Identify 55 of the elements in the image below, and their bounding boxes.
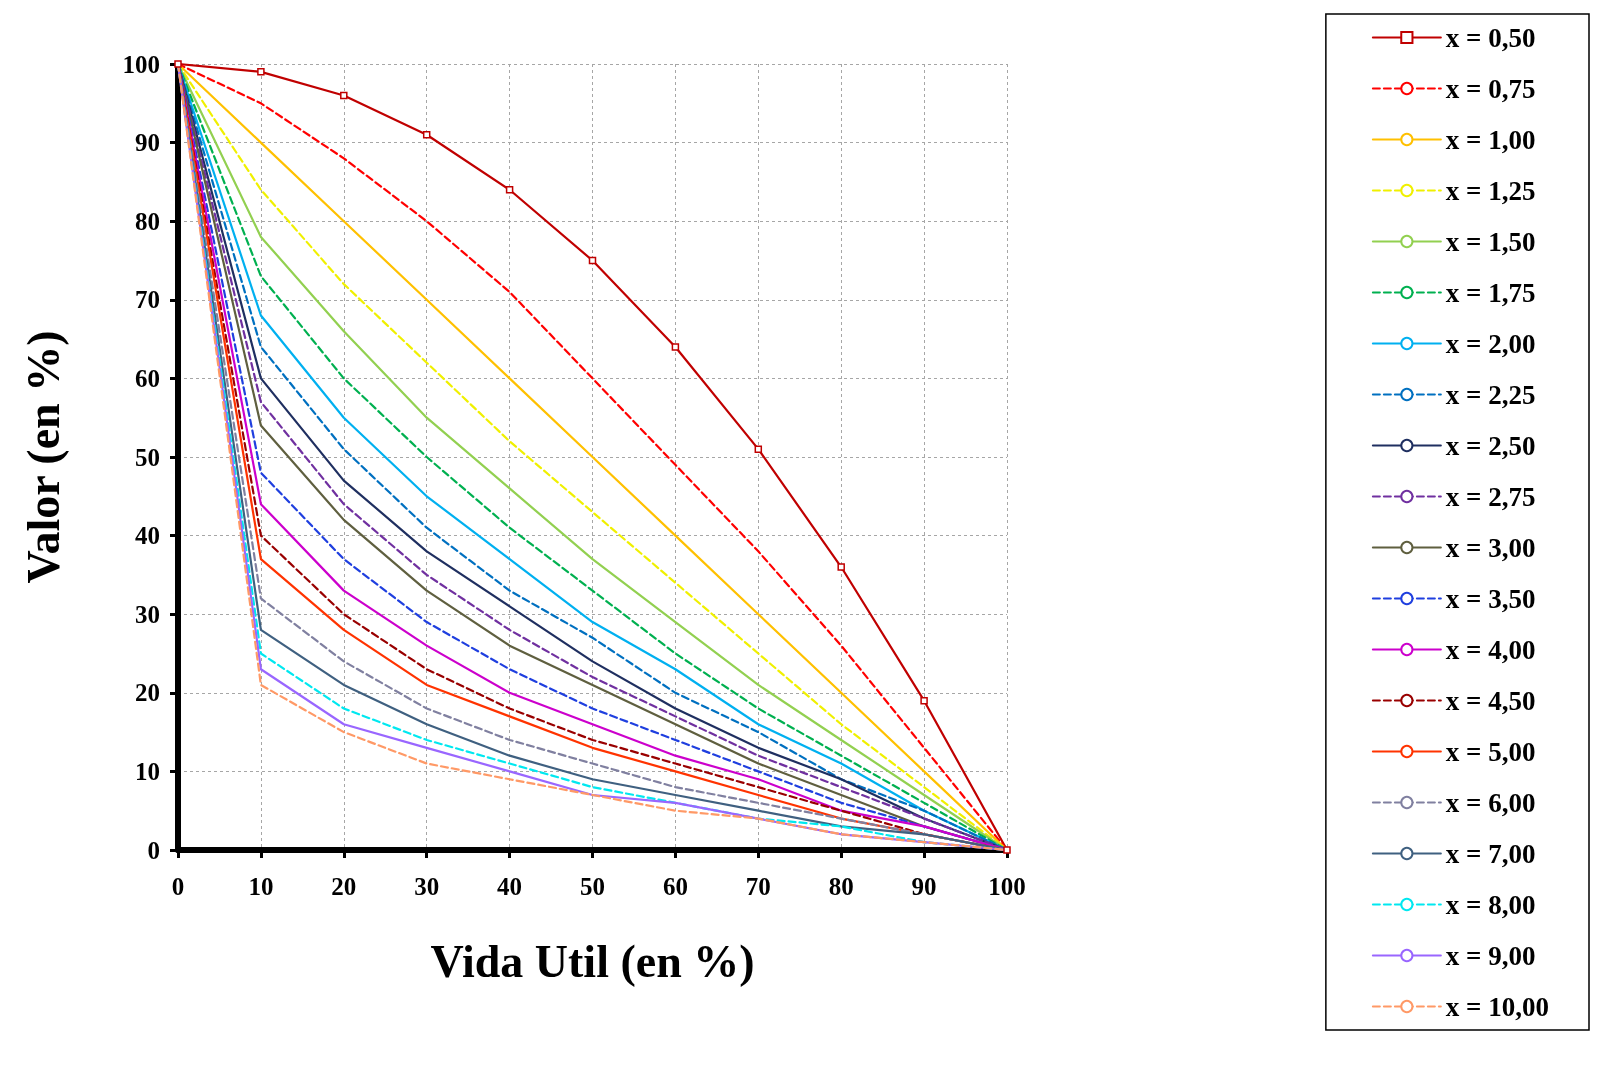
y-tick-label: 30	[135, 600, 160, 628]
x-axis-title: Vida Util (en %)	[430, 935, 755, 987]
point	[588, 256, 597, 265]
point	[340, 91, 348, 100]
x-tick-label: 30	[414, 873, 440, 900]
legend-label: x = 0,75	[1445, 73, 1536, 104]
point	[505, 186, 514, 194]
legend-label: x = 1,75	[1445, 277, 1536, 308]
y-tick-label: 40	[135, 522, 160, 550]
x-tick-label: 100	[988, 873, 1026, 900]
legend-label: x = 10,00	[1445, 991, 1550, 1022]
y-tick-label: 90	[135, 129, 160, 157]
x-tick-label: 20	[331, 873, 357, 900]
legend-label: x = 2,00	[1445, 328, 1536, 359]
point	[671, 343, 680, 351]
y-tick-label: 100	[122, 50, 160, 78]
legend-label: x = 9,00	[1445, 940, 1536, 971]
y-tick-label: 60	[135, 364, 160, 392]
legend-label: x = 7,00	[1445, 838, 1536, 869]
legend-label: x = 4,00	[1445, 634, 1536, 665]
legend-label: x = 1,00	[1445, 124, 1536, 155]
x-tick-label: 80	[828, 873, 854, 900]
legend-label: x = 2,50	[1445, 430, 1536, 461]
x-tick-label: 10	[248, 873, 274, 900]
legend-label: x = 2,75	[1445, 481, 1536, 512]
legend-label: x = 4,50	[1445, 685, 1536, 716]
legend-label: x = 8,00	[1445, 889, 1536, 920]
y-tick-label: 20	[135, 679, 160, 707]
y-tick-label: 50	[135, 443, 160, 471]
x-tick-label: 50	[580, 873, 605, 900]
legend-label: x = 0,50	[1445, 22, 1536, 53]
legend-label: x = 5,00	[1445, 736, 1536, 767]
x-tick-label: 40	[497, 873, 523, 900]
point	[754, 445, 763, 453]
x-tick-label: 60	[662, 873, 688, 900]
legend-label: x = 3,50	[1445, 583, 1536, 614]
legend-label: x = 1,25	[1445, 175, 1536, 206]
legend-label: x = 6,00	[1445, 787, 1536, 818]
x-tick-label: 0	[171, 873, 185, 900]
x-tick-label: 70	[745, 873, 771, 900]
point	[174, 60, 182, 68]
legend-label: x = 2,25	[1445, 379, 1536, 410]
y-tick-label: 0	[147, 836, 160, 864]
y-tick-label: 10	[135, 757, 160, 785]
point	[257, 68, 265, 76]
point	[1003, 846, 1011, 854]
y-axis-title: Valor (en %)	[17, 330, 69, 584]
legend-label: x = 1,50	[1445, 226, 1536, 257]
legend-label: x = 3,00	[1445, 532, 1536, 563]
point	[837, 563, 845, 571]
y-tick-label: 70	[135, 286, 160, 314]
x-tick-label: 90	[911, 873, 937, 900]
y-tick-label: 80	[135, 207, 160, 235]
point	[422, 130, 431, 139]
point	[920, 696, 928, 705]
